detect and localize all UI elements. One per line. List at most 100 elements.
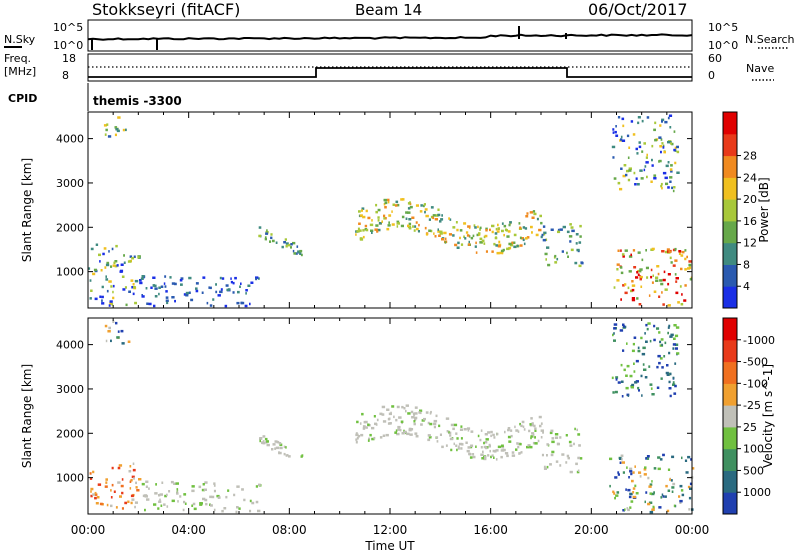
range-gate-cell [237, 290, 240, 294]
range-gate-cell [146, 498, 150, 501]
range-gate-cell [262, 435, 266, 438]
range-gate-cell [673, 130, 676, 133]
range-gate-cell [687, 485, 691, 489]
range-gate-cell [213, 482, 216, 485]
range-gate-cell [466, 427, 471, 430]
range-gate-cell [491, 224, 495, 228]
range-gate-cell [283, 241, 286, 244]
ytick-label: 4000 [56, 133, 84, 146]
velocity-data-layer [89, 320, 695, 514]
range-gate-cell [674, 247, 677, 251]
range-gate-cell [614, 476, 618, 479]
range-gate-cell [630, 253, 632, 257]
range-gate-cell [415, 435, 419, 438]
range-gate-cell [621, 117, 625, 121]
range-gate-cell [644, 466, 647, 469]
range-gate-cell [576, 470, 580, 474]
range-gate-cell [415, 204, 419, 207]
range-gate-cell [411, 416, 415, 419]
range-gate-cell [508, 440, 512, 443]
range-gate-cell [649, 483, 653, 486]
range-gate-cell [133, 286, 136, 289]
range-gate-cell [103, 247, 107, 250]
range-gate-cell [131, 475, 135, 479]
range-gate-cell [90, 494, 93, 498]
range-gate-cell [680, 489, 684, 492]
range-gate-cell [358, 210, 361, 213]
range-gate-cell [376, 418, 379, 422]
range-gate-cell [244, 304, 248, 308]
range-gate-cell [180, 283, 183, 286]
range-gate-cell [633, 171, 636, 175]
range-gate-cell [674, 343, 679, 346]
range-gate-cell [561, 250, 564, 253]
range-gate-cell [653, 324, 656, 328]
range-gate-cell [428, 218, 431, 221]
range-gate-cell [666, 509, 670, 513]
range-gate-cell [664, 120, 668, 124]
range-gate-cell [653, 467, 657, 470]
range-gate-cell [578, 241, 582, 244]
range-gate-cell [285, 446, 287, 449]
range-gate-cell [128, 290, 131, 293]
range-gate-cell [459, 236, 461, 240]
velocity-colorbar: Velocity [m s^-1] 1000 500 100 25 -25 -100 -50… [722, 317, 775, 515]
range-gate-cell [689, 487, 692, 490]
range-gate-cell [627, 488, 631, 492]
range-gate-cell [139, 279, 142, 282]
range-gate-cell [624, 508, 626, 511]
xtick-label: 00:00 [675, 523, 710, 537]
range-gate-cell [613, 339, 616, 342]
range-gate-cell [625, 488, 627, 491]
colorbar-swatch [723, 286, 737, 309]
range-gate-cell [432, 216, 435, 220]
range-gate-cell [443, 231, 447, 235]
range-gate-cell [626, 134, 630, 138]
range-gate-cell [90, 490, 92, 493]
range-gate-cell [448, 217, 450, 220]
range-gate-cell [490, 455, 492, 459]
range-gate-cell [673, 504, 676, 508]
range-gate-cell [146, 302, 149, 305]
range-gate-cell [364, 224, 368, 228]
range-gate-cell [123, 261, 126, 264]
range-gate-cell [484, 234, 488, 238]
range-gate-cell [667, 326, 670, 329]
range-gate-cell [160, 285, 164, 288]
range-gate-cell [391, 223, 395, 226]
range-gate-cell [660, 338, 664, 341]
range-gate-cell [567, 255, 569, 258]
range-gate-cell [183, 293, 186, 296]
range-gate-cell [373, 415, 376, 418]
range-gate-cell [669, 176, 673, 179]
range-gate-cell [88, 267, 91, 270]
range-gate-cell [213, 489, 216, 493]
range-gate-cell [279, 446, 283, 450]
range-gate-cell [531, 422, 534, 425]
power-colorbar-label: Power [dB] [757, 177, 771, 242]
range-gate-cell [356, 230, 360, 233]
range-gate-cell [546, 443, 549, 446]
range-gate-cell [550, 228, 554, 231]
range-gate-cell [381, 405, 386, 409]
range-gate-cell [232, 281, 235, 285]
range-gate-cell [457, 447, 460, 450]
range-gate-cell [487, 431, 491, 434]
range-gate-cell [650, 275, 653, 279]
power-colorbar: Power [dB] 4 8 12 16 20 24 28 [722, 111, 771, 309]
range-gate-cell [274, 447, 277, 450]
colorbar-swatch [723, 361, 737, 384]
range-gate-cell [520, 451, 523, 454]
range-gate-cell [159, 493, 163, 496]
range-gate-cell [274, 440, 278, 443]
range-gate-cell [127, 260, 132, 263]
range-gate-cell [663, 150, 666, 154]
range-gate-cell [435, 414, 438, 418]
range-gate-cell [111, 466, 114, 470]
range-gate-cell [456, 228, 459, 232]
range-gate-cell [448, 430, 450, 434]
range-gate-cell [549, 463, 552, 466]
range-gate-cell [556, 257, 559, 261]
range-gate-cell [375, 423, 378, 426]
range-gate-cell [674, 334, 679, 338]
